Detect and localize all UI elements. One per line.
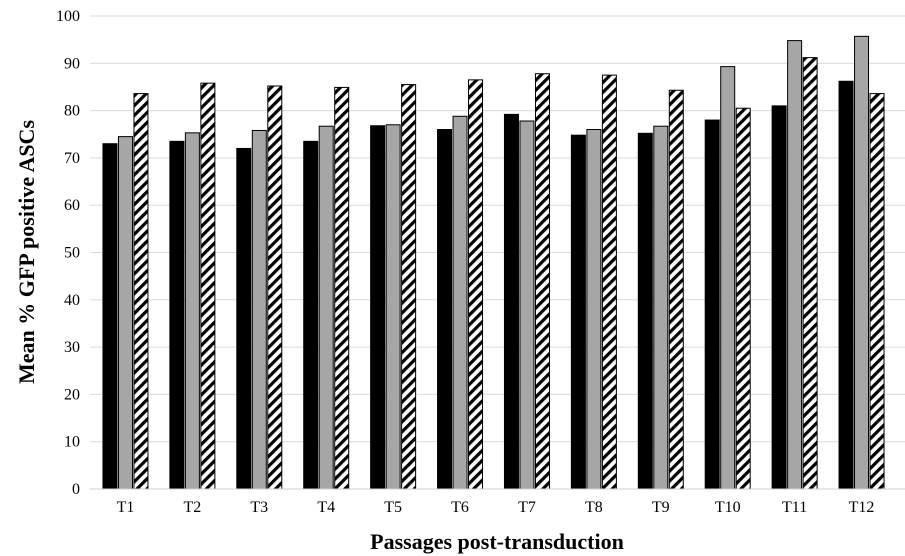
bar-t10-series-1 xyxy=(704,119,720,490)
y-tick-label: 60 xyxy=(64,197,80,214)
x-tick-label: T12 xyxy=(849,499,875,516)
y-tick-label: 90 xyxy=(64,55,80,72)
y-tick-labels: 0 10 20 30 40 50 60 70 80 90 100 xyxy=(56,8,80,498)
bar-t5-series-1 xyxy=(370,125,386,490)
bar-t9-series-3 xyxy=(668,89,684,490)
x-tick-labels: T1 T2 T3 T4 T5 T6 T7 T8 T9 T10 T11 T12 xyxy=(117,499,875,516)
bar-t3-series-2 xyxy=(251,129,267,490)
bar-t9-series-1 xyxy=(637,132,653,490)
bar-t2-series-2 xyxy=(184,132,200,490)
y-tick-label: 100 xyxy=(56,8,80,25)
y-tick-label: 80 xyxy=(64,103,80,120)
y-tick-label: 50 xyxy=(64,245,80,262)
bar-t3-series-3 xyxy=(267,85,283,490)
y-tick-label: 30 xyxy=(64,339,80,356)
bar-t10-series-2 xyxy=(720,66,736,490)
x-tick-label: T10 xyxy=(715,499,741,516)
bar-t12-series-2 xyxy=(854,35,870,490)
bar-t2-series-1 xyxy=(169,140,185,490)
bar-t2-series-3 xyxy=(200,82,216,490)
x-tick-label: T11 xyxy=(782,499,807,516)
x-tick-label: T6 xyxy=(451,499,469,516)
bar-t5-series-2 xyxy=(385,124,401,490)
y-tick-label: 20 xyxy=(64,386,80,403)
x-tick-label: T1 xyxy=(117,499,135,516)
x-tick-label: T5 xyxy=(384,499,402,516)
bar-t11-series-1 xyxy=(771,105,787,490)
bar-t12-series-3 xyxy=(869,93,885,490)
bar-t1-series-2 xyxy=(117,136,133,490)
bar-t6-series-3 xyxy=(468,79,484,490)
bar-t4-series-3 xyxy=(334,86,350,490)
bar-t11-series-3 xyxy=(802,57,818,490)
gridlines xyxy=(90,15,905,443)
y-tick-label: 0 xyxy=(72,481,80,498)
y-tick-label: 70 xyxy=(64,150,80,167)
bar-t7-series-1 xyxy=(503,113,519,490)
x-tick-label: T2 xyxy=(183,499,201,516)
y-tick-label: 10 xyxy=(64,434,80,451)
y-tick-label: 40 xyxy=(64,292,80,309)
x-tick-label: T8 xyxy=(585,499,603,516)
bar-t5-series-3 xyxy=(401,84,417,490)
bar-t12-series-1 xyxy=(838,80,854,490)
bar-t8-series-2 xyxy=(586,129,602,490)
bar-t8-series-1 xyxy=(570,134,586,490)
y-axis-title: Mean % GFP positive ASCs xyxy=(14,120,39,384)
bar-t6-series-1 xyxy=(437,129,453,490)
bar-t1-series-1 xyxy=(102,143,118,490)
bar-t9-series-2 xyxy=(653,125,669,490)
bar-t4-series-2 xyxy=(318,125,334,490)
bar-t11-series-2 xyxy=(787,40,803,490)
bar-t7-series-2 xyxy=(519,120,535,490)
bars xyxy=(102,35,885,490)
bar-t1-series-3 xyxy=(133,93,149,490)
x-axis-title: Passages post-transduction xyxy=(370,529,624,554)
bar-t10-series-3 xyxy=(735,107,751,490)
bar-t4-series-1 xyxy=(303,140,319,490)
x-tick-label: T9 xyxy=(652,499,670,516)
bar-t3-series-1 xyxy=(236,147,252,490)
x-tick-label: T3 xyxy=(250,499,268,516)
x-tick-label: T4 xyxy=(317,499,335,516)
bar-t6-series-2 xyxy=(452,115,468,490)
bar-t7-series-3 xyxy=(534,73,550,490)
bar-t8-series-3 xyxy=(601,74,617,490)
x-tick-label: T7 xyxy=(518,499,536,516)
